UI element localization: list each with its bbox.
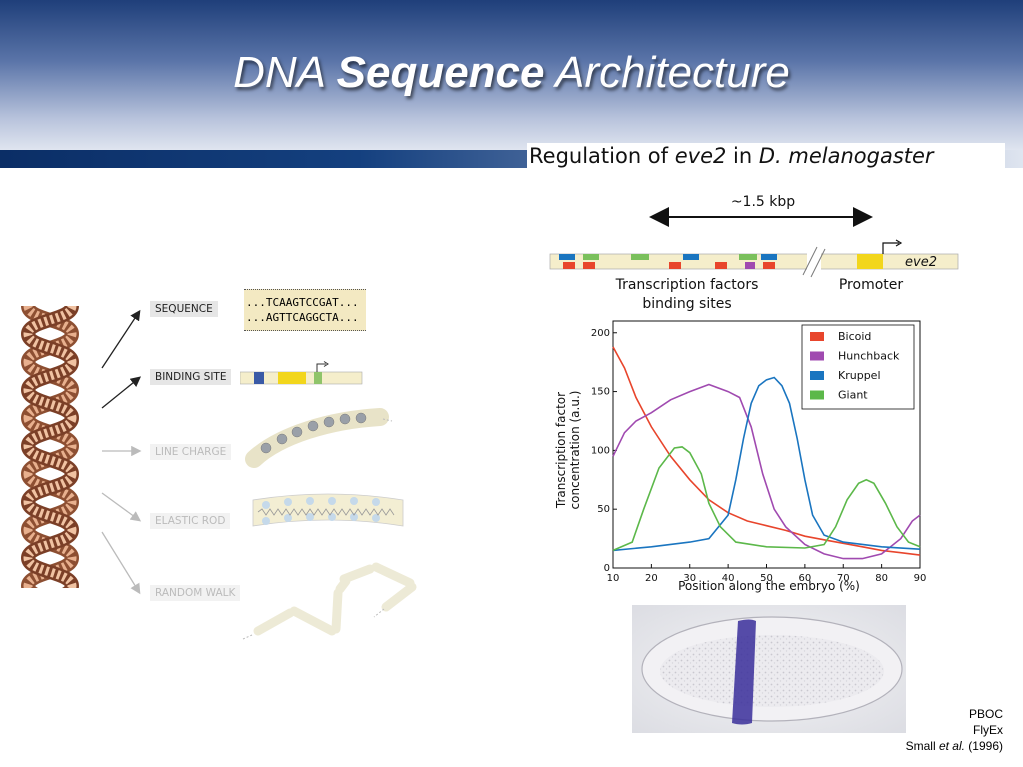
legend-label-hunchback: Hunchback [838, 350, 900, 363]
x-axis-label: Position along the embryo (%) [678, 579, 860, 593]
tf-sites-label-line2: binding sites [642, 296, 731, 312]
label-sequence: SEQUENCE [150, 301, 218, 317]
legend-swatch-giant [810, 390, 824, 400]
credit-pboc: PBOC [968, 707, 1003, 721]
x-tick-label-6: 70 [837, 573, 850, 584]
sequence-top-strand: ...TCAAGTCCGAT... [246, 296, 359, 309]
break-gap [807, 251, 821, 273]
label-elastic-rod: ELASTIC ROD [150, 513, 231, 529]
figure-subtitle: Regulation of eve2 in D. melanogaster [527, 143, 1005, 170]
arrow-to-random-walk [101, 531, 141, 595]
label-random-walk: RANDOM WALK [150, 585, 241, 601]
y-tick-label-3: 150 [591, 387, 610, 398]
legend-label-giant: Giant [838, 389, 868, 402]
sequence-box: ...TCAAGTCCGAT... ...AGTTCAGGCTA... [244, 289, 366, 331]
binding-site-yellow [278, 372, 306, 384]
dna-helix-illustration [20, 306, 80, 588]
series-line-hunchback [612, 383, 921, 560]
tss-arrow [882, 242, 899, 254]
line-charge-illustration [245, 408, 393, 468]
x-tick-label-4: 50 [760, 573, 773, 584]
x-tick-label-5: 60 [799, 573, 812, 584]
legend-label-kruppel: Kruppel [838, 369, 881, 382]
eve2-gene-map: ~1.5 kbp eve2 Transcription factors bind… [549, 194, 959, 312]
eve2-stripe [732, 619, 756, 725]
y-tick-label-4: 200 [591, 328, 610, 339]
legend-swatch-bicoid [810, 332, 824, 341]
y-axis-label-line1: Transcription factor [554, 392, 568, 509]
x-tick-label-8: 90 [914, 573, 927, 584]
y-tick-label-1: 50 [597, 504, 610, 515]
length-label: ~1.5 kbp [731, 194, 795, 210]
y-tick-label-0: 0 [604, 563, 610, 574]
binding-site-diagram [240, 361, 363, 385]
series-line-giant [612, 446, 921, 552]
title-banner [0, 0, 1023, 152]
legend-swatch-hunchback [810, 351, 824, 361]
binding-site-green [314, 372, 322, 384]
legend-swatch-kruppel [810, 371, 824, 380]
random-walk-illustration [242, 562, 417, 640]
tf-concentration-chart: 10 20 30 40 50 60 70 80 90 0 50 100 150 200 Bicoid Hun… [554, 320, 927, 593]
sequence-bottom-strand: ...AGTTCAGGCTA... [246, 311, 359, 324]
series-line-bicoid [612, 346, 921, 556]
credit-small: Small et al. (1996) [905, 739, 1003, 753]
tf-binding-sites [559, 254, 777, 269]
embryo-photo [632, 605, 906, 733]
arrow-to-binding-site [101, 376, 142, 409]
credit-flyex: FlyEx [973, 723, 1003, 737]
label-binding-site: BINDING SITE [150, 369, 232, 385]
x-tick-label-2: 30 [683, 573, 696, 584]
legend-label-bicoid: Bicoid [838, 330, 871, 343]
promoter-label: Promoter [839, 277, 904, 293]
y-tick-label-2: 100 [591, 445, 610, 456]
tf-sites-label-line1: Transcription factors [615, 277, 759, 293]
level-arrows [101, 309, 142, 595]
credits: PBOC FlyEx Small et al. (1996) [906, 706, 1003, 754]
binding-site-blue [254, 372, 264, 384]
arrow-to-elastic-rod [101, 492, 142, 522]
y-axis-label-line2: concentration (a.u.) [568, 391, 582, 510]
gene-label: eve2 [905, 255, 937, 270]
label-line-charge: LINE CHARGE [150, 444, 232, 460]
x-tick-label-0: 10 [607, 573, 620, 584]
x-tick-label-7: 80 [875, 573, 888, 584]
x-tick-label-1: 20 [645, 573, 658, 584]
arrow-to-sequence [101, 309, 141, 369]
legend: Bicoid Hunchback Kruppel Giant [801, 324, 915, 410]
x-tick-label-3: 40 [722, 573, 735, 584]
series-line-kruppel [612, 376, 921, 552]
promoter-box [857, 254, 883, 269]
elastic-rod-illustration [252, 493, 404, 527]
slide-title: DNA Sequence Architecture [233, 48, 790, 97]
